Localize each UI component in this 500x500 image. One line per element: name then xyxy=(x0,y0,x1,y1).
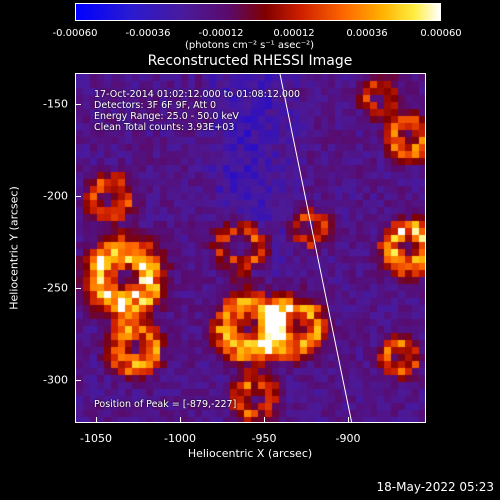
annotation-energy: Energy Range: 25.0 - 50.0 keV xyxy=(94,111,239,122)
heatmap-image xyxy=(76,74,425,422)
y-tick-label: -300 xyxy=(43,373,68,387)
x-axis-title: Heliocentric X (arcsec) xyxy=(187,447,313,460)
x-tick-label: -1050 xyxy=(80,432,112,445)
x-tick-mark xyxy=(348,417,349,423)
limb-line xyxy=(279,74,353,422)
annotation-time: 17-Oct-2014 01:02:12.000 to 01:08:12.000 xyxy=(94,89,301,100)
timestamp: 18-May-2022 05:23 xyxy=(376,480,494,494)
image-plot: 17-Oct-2014 01:02:12.000 to 01:08:12.000… xyxy=(75,73,426,423)
colorbar-tick: -0.00060 xyxy=(52,28,98,39)
y-tick-mark xyxy=(75,380,81,381)
colorbar-units: (photons cm⁻² s⁻¹ asec⁻²) xyxy=(185,40,315,51)
x-tick-label: -950 xyxy=(251,432,277,445)
y-tick-label: -150 xyxy=(43,97,68,111)
colorbar xyxy=(75,3,441,21)
annotation-peak-position: Position of Peak = [-879,-227] xyxy=(94,399,237,410)
annotation-detectors: Detectors: 3F 6F 9F, Att 0 xyxy=(94,100,217,111)
colorbar-tick: 0.00060 xyxy=(420,28,462,39)
x-tick-mark xyxy=(96,417,97,423)
colorbar-tick: 0.00012 xyxy=(273,28,315,39)
y-axis-title: Heliocentric Y (arcsec) xyxy=(7,186,21,310)
colorbar-tick: 0.00036 xyxy=(346,28,388,39)
x-tick-mark xyxy=(180,417,181,423)
y-tick-mark xyxy=(75,288,81,289)
colorbar-tick: -0.00012 xyxy=(198,28,244,39)
colorbar-tick: -0.00036 xyxy=(125,28,171,39)
y-tick-label: -200 xyxy=(43,189,68,203)
x-tick-label: -1000 xyxy=(164,432,196,445)
y-tick-mark xyxy=(75,196,81,197)
x-tick-mark xyxy=(264,417,265,423)
image-title: Reconstructed RHESSI Image xyxy=(147,53,353,69)
annotation-clean: Clean Total counts: 3.93E+03 xyxy=(94,122,235,133)
y-tick-label: -250 xyxy=(43,281,68,295)
x-tick-label: -900 xyxy=(335,432,361,445)
y-tick-mark xyxy=(75,104,81,105)
